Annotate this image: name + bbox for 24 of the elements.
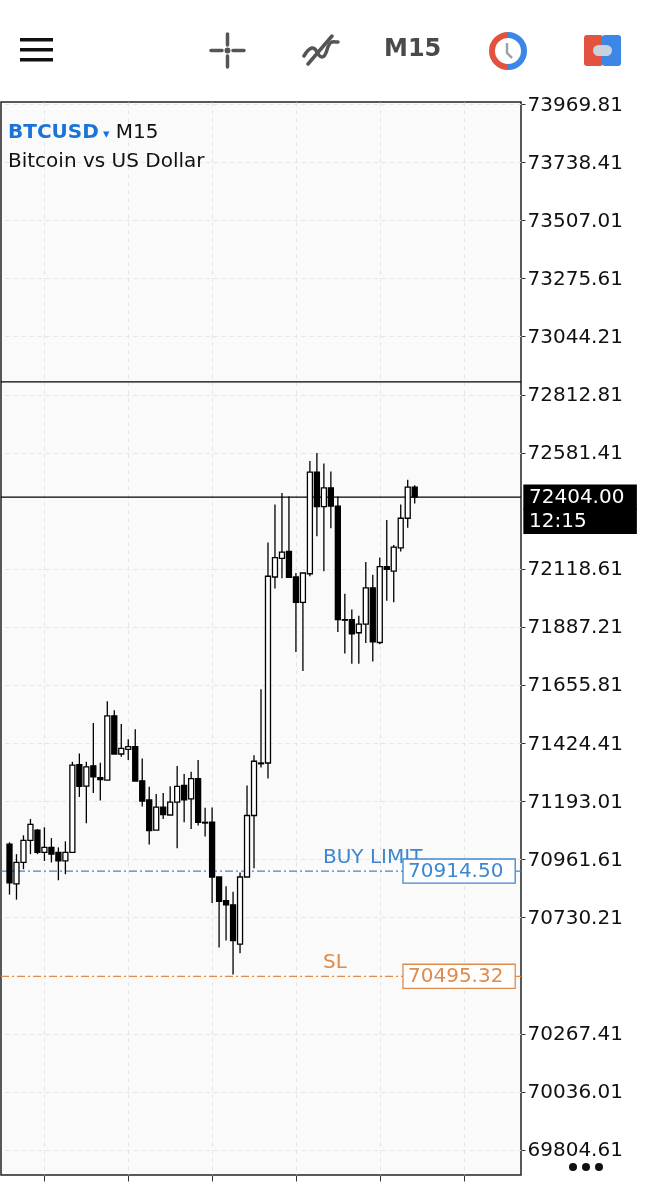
- text: 12:15: [529, 508, 587, 533]
- y-tick-label: 73969.81: [527, 91, 623, 116]
- y-tick-label: 70961.61: [527, 846, 623, 871]
- y-tick-label: 73507.01: [527, 207, 623, 232]
- y-tick-label: 70267.41: [527, 1021, 623, 1046]
- y-tick-label: 72581.41: [527, 440, 623, 465]
- y-tick-label: 71655.81: [527, 672, 623, 697]
- y-tick-label: 73044.21: [527, 323, 623, 348]
- text: Bitcoin vs US Dollar: [8, 147, 205, 173]
- y-tick-label: 73275.61: [527, 265, 623, 290]
- y-tick-label: 69804.61: [527, 1137, 623, 1162]
- y-tick-label: 72118.61: [527, 556, 623, 581]
- text: BTCUSD ▾ M15: [8, 119, 159, 143]
- y-tick-label: 71193.01: [527, 788, 623, 813]
- annotation: SL: [323, 949, 348, 974]
- y-tick-label: 70730.21: [527, 904, 623, 929]
- y-tick-label: 73738.41: [527, 149, 623, 174]
- text: M15: [384, 34, 442, 62]
- y-tick-label: 71887.21: [527, 614, 623, 639]
- y-tick-label: 70036.01: [527, 1079, 623, 1104]
- y-tick-label: 71424.41: [527, 730, 623, 755]
- y-tick-label: 72812.81: [527, 382, 623, 407]
- ref-line-label: 70495.32: [408, 963, 504, 988]
- ref-line-label: 72404.00: [529, 484, 625, 509]
